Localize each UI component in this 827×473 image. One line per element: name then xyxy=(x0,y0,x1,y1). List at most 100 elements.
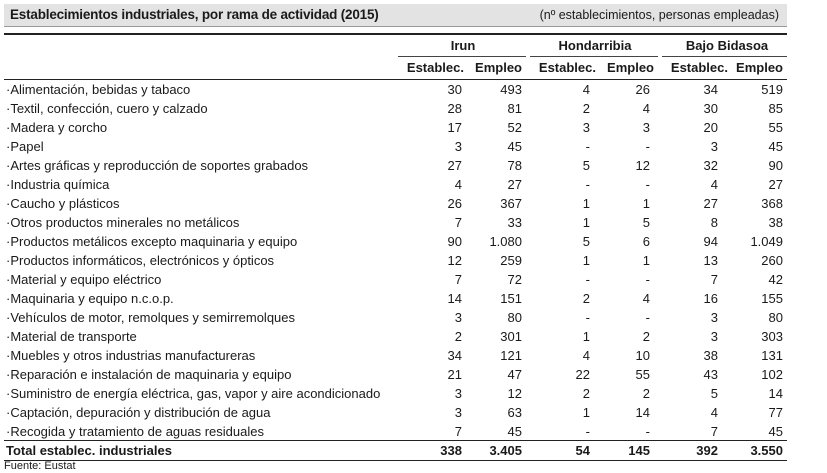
cell-value: 26 xyxy=(635,82,650,97)
header-rule xyxy=(4,33,787,35)
total-value: 3.550 xyxy=(750,443,783,458)
cell-value: 1 xyxy=(642,253,650,268)
table-row: ·Vehículos de motor, remolques y semirre… xyxy=(4,308,787,327)
cell-value: 7 xyxy=(454,424,462,439)
total-value: 54 xyxy=(575,443,590,458)
cell-value: 12 xyxy=(447,253,462,268)
cell-value: 14 xyxy=(768,386,783,401)
table-row: ·Industria química 4 27 - - 4 27 xyxy=(4,175,787,194)
cell-value: 1.080 xyxy=(489,234,522,249)
cell-value: 121 xyxy=(500,348,522,363)
row-label: ·Madera y corcho xyxy=(6,120,108,135)
row-label: ·Maquinaria y equipo n.c.o.p. xyxy=(6,291,174,306)
cell-value: 13 xyxy=(703,253,718,268)
table-row: ·Productos metálicos excepto maquinaria … xyxy=(4,232,787,251)
row-label: ·Captación, depuración y distribución de… xyxy=(6,405,271,420)
group-hondarribia: Hondarribia xyxy=(558,38,632,53)
cell-value: - xyxy=(585,272,590,287)
cell-value: 78 xyxy=(507,158,522,173)
cell-value: 3 xyxy=(710,310,718,325)
row-label: ·Otros productos minerales no metálicos xyxy=(6,215,240,230)
cell-value: 2 xyxy=(642,329,650,344)
cell-value: 77 xyxy=(768,405,783,420)
cell-value: 3 xyxy=(454,386,462,401)
cell-value: 10 xyxy=(635,348,650,363)
cell-value: 45 xyxy=(507,424,522,439)
cell-value: - xyxy=(645,424,650,439)
row-label: ·Productos metálicos excepto maquinaria … xyxy=(6,234,298,249)
table-row: ·Maquinaria y equipo n.c.o.p. 14 151 2 4 16 15… xyxy=(4,289,787,308)
cell-value: 55 xyxy=(768,120,783,135)
group-irun: Irun xyxy=(450,38,476,53)
cell-value: 4 xyxy=(582,348,590,363)
cell-value: 16 xyxy=(703,291,718,306)
cell-value: 5 xyxy=(582,158,590,173)
cell-value: 28 xyxy=(447,101,462,116)
cell-value: 3 xyxy=(454,139,462,154)
total-value: 392 xyxy=(696,443,718,458)
cell-value: 367 xyxy=(500,196,522,211)
cell-value: 1.049 xyxy=(750,234,783,249)
cell-value: 151 xyxy=(500,291,522,306)
cell-value: 5 xyxy=(642,215,650,230)
cell-value: 30 xyxy=(703,101,718,116)
cell-value: 259 xyxy=(500,253,522,268)
cell-value: 131 xyxy=(761,348,783,363)
cell-value: 1 xyxy=(582,329,590,344)
table-row: ·Material de transporte 2 301 1 2 3 303 xyxy=(4,327,787,346)
cell-value: 1 xyxy=(642,196,650,211)
col-establec: Establec. xyxy=(538,60,596,75)
cell-value: 1 xyxy=(582,196,590,211)
cell-value: 3 xyxy=(710,329,718,344)
cell-value: 2 xyxy=(582,101,590,116)
cell-value: 7 xyxy=(454,215,462,230)
row-label: ·Alimentación, bebidas y tabaco xyxy=(6,82,191,97)
cell-value: 47 xyxy=(507,367,522,382)
cell-value: 22 xyxy=(575,367,590,382)
row-label: ·Productos informáticos, electrónicos y … xyxy=(6,253,275,268)
col-empleo: Empleo xyxy=(607,60,654,75)
cell-value: 7 xyxy=(454,272,462,287)
cell-value: 102 xyxy=(761,367,783,382)
table-row: ·Reparación e instalación de maquinaria … xyxy=(4,365,787,384)
cell-value: 7 xyxy=(710,272,718,287)
columns-rule xyxy=(4,79,787,80)
cell-value: 43 xyxy=(703,367,718,382)
cell-value: 5 xyxy=(710,386,718,401)
cell-value: 368 xyxy=(761,196,783,211)
row-label: ·Caucho y plásticos xyxy=(6,196,120,211)
row-label: ·Reparación e instalación de maquinaria … xyxy=(6,367,292,382)
row-label: ·Material y equipo eléctrico xyxy=(6,272,162,287)
col-establec: Establec. xyxy=(670,60,728,75)
total-row: Total establec. industriales 338 3.405 5… xyxy=(4,440,787,461)
row-label: ·Vehículos de motor, remolques y semirre… xyxy=(6,310,296,325)
cell-value: 4 xyxy=(710,177,718,192)
total-label: Total establec. industriales xyxy=(6,443,172,458)
row-label: ·Suministro de energía eléctrica, gas, v… xyxy=(6,386,381,401)
cell-value: 301 xyxy=(500,329,522,344)
cell-value: 12 xyxy=(507,386,522,401)
table-row: ·Otros productos minerales no metálicos 7… xyxy=(4,213,787,232)
cell-value: 3 xyxy=(454,310,462,325)
cell-value: 3 xyxy=(454,405,462,420)
cell-value: 3 xyxy=(582,120,590,135)
cell-value: 1 xyxy=(582,405,590,420)
units-note: (nº establecimientos, personas empleadas… xyxy=(539,8,779,22)
cell-value: - xyxy=(645,310,650,325)
cell-value: 3 xyxy=(710,139,718,154)
cell-value: - xyxy=(645,177,650,192)
cell-value: 27 xyxy=(447,158,462,173)
cell-value: 72 xyxy=(507,272,522,287)
cell-value: 4 xyxy=(582,82,590,97)
group-underline xyxy=(662,56,787,57)
row-label: ·Material de transporte xyxy=(6,329,137,344)
row-label: ·Papel xyxy=(6,139,44,154)
data-table: ·Alimentación, bebidas y tabaco 30 493 4 26 3… xyxy=(4,80,787,441)
table-row: ·Papel 3 45 - - 3 45 xyxy=(4,137,787,156)
cell-value: 493 xyxy=(500,82,522,97)
cell-value: 27 xyxy=(507,177,522,192)
cell-value: 17 xyxy=(447,120,462,135)
cell-value: 80 xyxy=(507,310,522,325)
table-row: ·Textil, confección, cuero y calzado 28 81… xyxy=(4,99,787,118)
cell-value: - xyxy=(585,310,590,325)
